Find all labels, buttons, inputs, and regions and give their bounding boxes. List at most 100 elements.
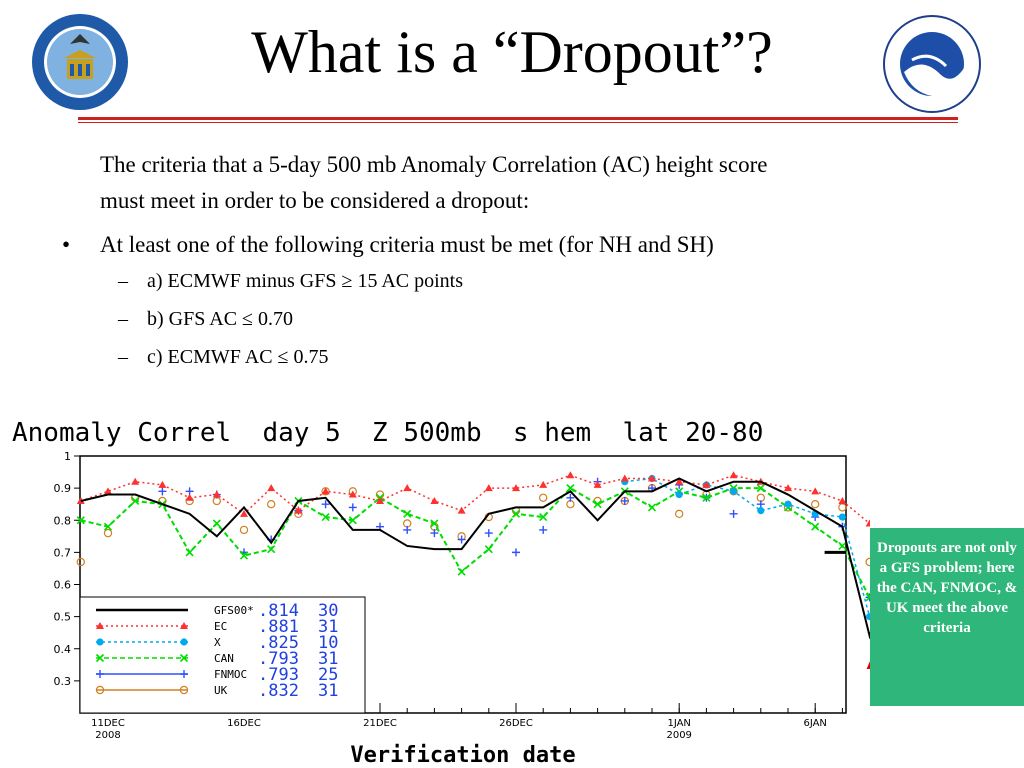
slide-title: What is a “Dropout”? [251, 19, 773, 85]
data-point [865, 593, 870, 602]
data-point [376, 496, 384, 504]
legend-marker [180, 638, 188, 646]
data-point [865, 519, 870, 527]
data-point [566, 493, 575, 502]
legend-marker [180, 622, 188, 629]
data-point [757, 507, 765, 515]
series-can [76, 484, 870, 602]
y-tick-label: 0.8 [54, 514, 72, 527]
sub-item-dash: – [118, 270, 128, 292]
data-point [104, 487, 112, 495]
criteria-bullet: At least one of the following criteria m… [100, 232, 714, 257]
x-tick-label: 1JAN [667, 718, 690, 729]
criterion-a: a) ECMWF minus GFS ≥ 15 AC points [147, 270, 464, 292]
data-point [648, 474, 656, 482]
data-point [539, 480, 548, 488]
data-point [158, 480, 167, 488]
chart-title: Anomaly Correl day 5 Z 500mb s hem lat 2… [12, 418, 763, 448]
legend-series-name: FNMOC [214, 668, 247, 681]
data-point [348, 503, 357, 512]
data-point [539, 525, 548, 534]
data-point [866, 613, 870, 621]
legend-count: 25 [318, 665, 338, 685]
intro-text-line-1: The criteria that a 5-day 500 mb Anomaly… [100, 152, 768, 177]
data-point [430, 529, 439, 538]
data-point [811, 499, 820, 509]
data-point [131, 477, 140, 485]
legend-marker [96, 622, 104, 629]
y-tick-label: 0.6 [54, 579, 72, 592]
legend-count: 31 [318, 681, 338, 701]
data-point [403, 525, 412, 534]
legend-count: 31 [318, 649, 338, 669]
legend-mean: .825 [258, 633, 299, 653]
data-point [239, 551, 249, 560]
data-point [539, 493, 548, 502]
data-point [267, 499, 276, 509]
legend-mean: .832 [258, 681, 299, 701]
data-point [539, 512, 548, 522]
data-point [511, 509, 521, 518]
x-tick-label: 2008 [95, 730, 120, 741]
data-point [403, 509, 412, 518]
data-point [838, 541, 847, 551]
data-point [212, 490, 221, 498]
data-point [321, 512, 330, 522]
data-point [267, 484, 276, 492]
data-point [730, 487, 738, 495]
data-point [103, 528, 113, 538]
data-point [811, 522, 820, 531]
data-point [702, 493, 711, 502]
sub-item-dash: – [118, 346, 128, 368]
series-gfs00 [80, 477, 870, 640]
criterion-b: b) GFS AC ≤ 0.70 [147, 308, 294, 330]
legend-series-name: UK [214, 684, 228, 697]
data-point [457, 506, 466, 514]
x-tick-label: 11DEC [91, 718, 125, 729]
y-tick-label: 0.9 [54, 482, 72, 495]
series-line [624, 477, 870, 617]
legend-box [79, 596, 366, 714]
legend: GFS00* .814 30 EC .881 31 X .825 10 CAN .793 31 FNMO… [79, 596, 366, 714]
legend-series-name: EC [214, 620, 227, 633]
data-point [512, 484, 520, 492]
dropout-callout: Dropouts are not only a GFS problem; her… [870, 528, 1024, 706]
legend-marker [95, 685, 105, 695]
x-tick-label: 6JAN [803, 718, 826, 729]
data-point [267, 545, 276, 554]
data-point [811, 487, 820, 495]
series-layer [76, 471, 870, 640]
data-point [484, 529, 493, 538]
data-point [784, 484, 792, 492]
noaa-logo [883, 15, 981, 113]
data-point [484, 545, 493, 554]
data-point [240, 509, 248, 517]
criterion-c: c) ECMWF AC ≤ 0.75 [147, 346, 329, 368]
data-point [103, 522, 113, 531]
anomaly-correlation-chart: Anomaly Correl day 5 Z 500mb s hem lat 2… [12, 418, 870, 768]
legend-count: 30 [318, 601, 338, 621]
data-point [756, 484, 765, 493]
data-point [158, 487, 167, 496]
data-point [348, 490, 357, 498]
data-point [729, 509, 738, 518]
data-point [321, 500, 330, 509]
series-line [80, 477, 870, 640]
data-point [131, 496, 140, 506]
data-point [620, 474, 629, 482]
legend-marker [96, 638, 104, 646]
x-tick-label: 16DEC [227, 718, 261, 729]
bullet-marker: • [62, 232, 71, 257]
legend-count: 31 [318, 617, 338, 637]
data-point [675, 490, 683, 499]
data-point [212, 519, 221, 528]
department-of-commerce-seal [32, 14, 128, 110]
legend-mean: .814 [258, 601, 299, 621]
data-point [675, 477, 684, 485]
data-point [457, 567, 466, 576]
legend-marker [180, 670, 188, 678]
data-point [185, 548, 194, 557]
data-point [838, 496, 847, 504]
legend-mean: .881 [258, 617, 299, 637]
data-point [239, 525, 249, 535]
